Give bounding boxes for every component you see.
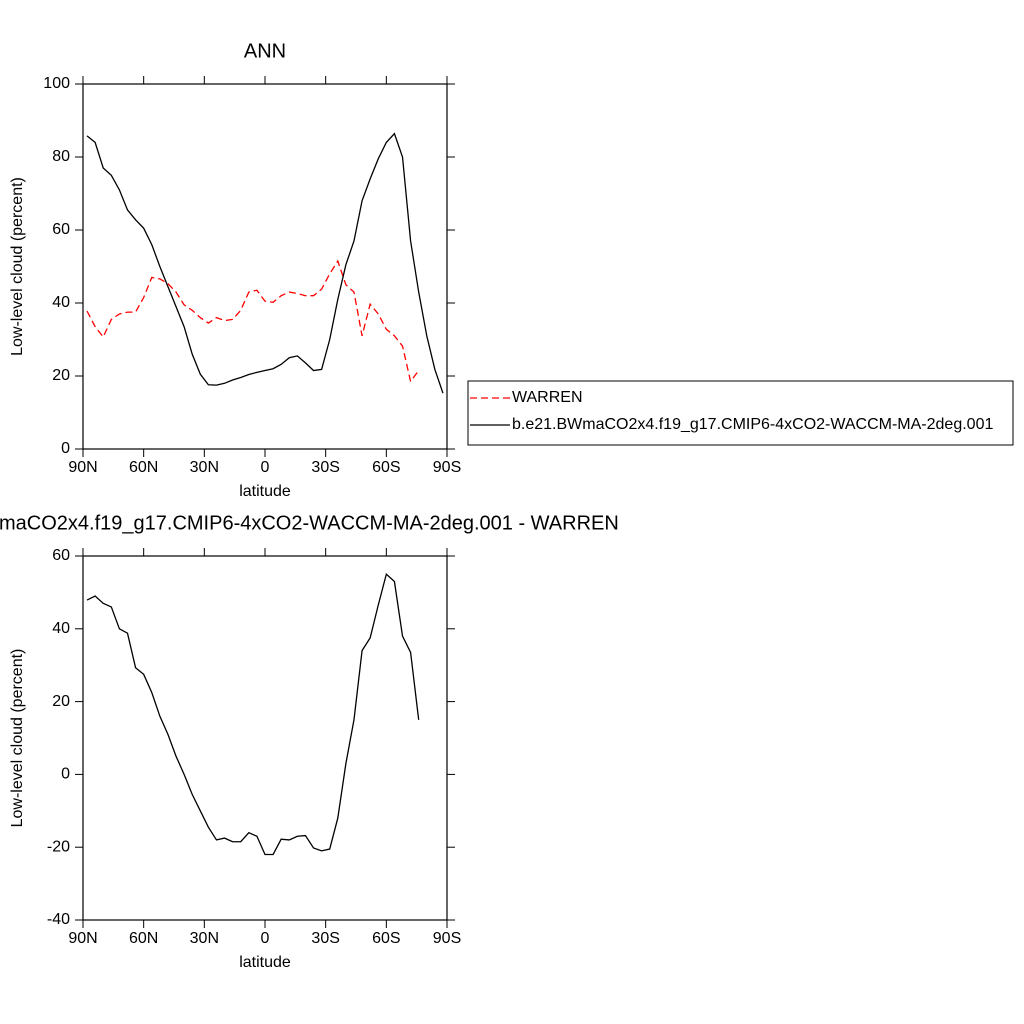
legend-label: WARREN — [512, 389, 583, 406]
x-tick-label: 90S — [433, 459, 461, 476]
x-tick-label: 30S — [311, 930, 339, 947]
x-tick-label: 60N — [129, 930, 158, 947]
x-tick-label: 60S — [372, 930, 400, 947]
plot-frame — [82, 83, 448, 450]
y-tick-label: -40 — [47, 911, 70, 928]
x-tick-label: 0 — [261, 459, 270, 476]
x-tick-label: 0 — [261, 930, 270, 947]
x-tick-label: 90N — [68, 459, 97, 476]
y-tick-label: 80 — [52, 148, 70, 165]
legend-box — [467, 380, 1014, 446]
y-tick-label: 0 — [61, 440, 70, 457]
x-tick-label: 60S — [372, 459, 400, 476]
y-tick-label: -20 — [47, 838, 70, 855]
plot-frame — [82, 555, 448, 921]
y-tick-label: 0 — [61, 766, 70, 783]
data-line — [86, 259, 420, 383]
x-tick-label: 30S — [311, 459, 339, 476]
legend: WARREN b.e21.BWmaCO2x4.f19_g17.CMIP6-4xCO… — [467, 380, 1014, 446]
x-tick-label: 30N — [190, 930, 219, 947]
y-axis-label: Low-level cloud (percent) — [9, 177, 26, 356]
data-line — [86, 132, 444, 394]
y-tick-label: 60 — [52, 547, 70, 564]
data-line — [86, 573, 420, 856]
chart-title: ANN — [244, 40, 286, 62]
y-tick-label: 60 — [52, 221, 70, 238]
legend-label: b.e21.BWmaCO2x4.f19_g17.CMIP6-4xCO2-WACC… — [512, 416, 993, 433]
x-tick-label: 90N — [68, 930, 97, 947]
x-axis-label: latitude — [239, 483, 291, 500]
y-axis-label: Low-level cloud (percent) — [9, 649, 26, 828]
x-tick-label: 90S — [433, 930, 461, 947]
chart-title: b.e21.BWmaCO2x4.f19_g17.CMIP6-4xCO2-WACC… — [0, 512, 619, 534]
y-tick-label: 100 — [43, 75, 70, 92]
y-tick-label: 20 — [52, 693, 70, 710]
x-axis-label: latitude — [239, 954, 291, 971]
y-tick-label: 40 — [52, 294, 70, 311]
y-tick-label: 20 — [52, 367, 70, 384]
x-tick-label: 60N — [129, 459, 158, 476]
y-tick-label: 40 — [52, 620, 70, 637]
x-tick-label: 30N — [190, 459, 219, 476]
